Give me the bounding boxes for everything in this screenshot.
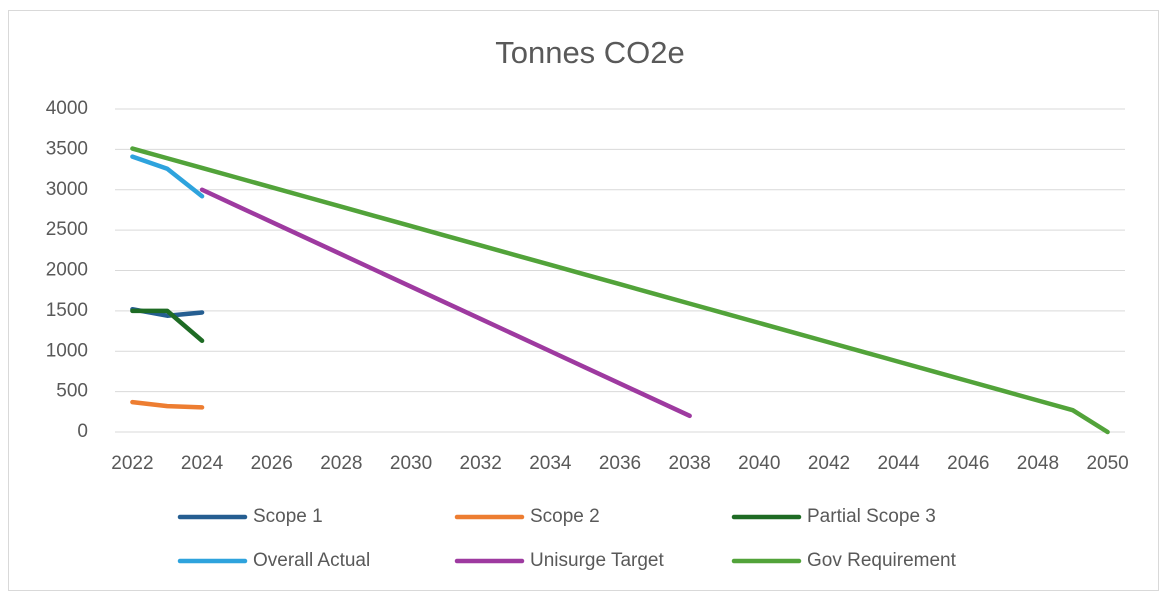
legend-label: Overall Actual (253, 550, 370, 571)
series-line (130, 154, 205, 199)
legend-label: Partial Scope 3 (807, 506, 936, 527)
x-tick-label: 2022 (111, 453, 153, 474)
y-tick-label: 2000 (46, 260, 88, 281)
y-tick-label: 3500 (46, 138, 88, 159)
series-line (130, 399, 205, 410)
x-tick-label: 2026 (251, 453, 293, 474)
series-line (199, 187, 692, 419)
legend-label: Unisurge Target (530, 550, 665, 571)
y-tick-label: 1000 (46, 340, 88, 361)
x-tick-label: 2042 (808, 453, 850, 474)
y-tick-label: 4000 (46, 98, 88, 119)
x-tick-label: 2036 (599, 453, 641, 474)
chart-frame (8, 10, 1159, 591)
x-tick-label: 2050 (1086, 453, 1128, 474)
x-tick-label: 2038 (669, 453, 711, 474)
series-line (130, 146, 1110, 435)
legend-label: Scope 2 (530, 506, 600, 527)
x-tick-label: 2046 (947, 453, 989, 474)
x-tick-label: 2032 (460, 453, 502, 474)
x-tick-label: 2044 (877, 453, 920, 474)
legend-label: Scope 1 (253, 506, 323, 527)
legend-label: Gov Requirement (807, 550, 957, 571)
x-tick-label: 2024 (181, 453, 224, 474)
y-tick-label: 0 (77, 421, 88, 442)
y-tick-label: 2500 (46, 219, 88, 240)
x-tick-label: 2048 (1017, 453, 1059, 474)
chart-title: Tonnes CO2e (495, 35, 685, 70)
series-line (130, 308, 205, 344)
x-tick-label: 2034 (529, 453, 572, 474)
x-tick-label: 2040 (738, 453, 780, 474)
y-tick-label: 3000 (46, 179, 88, 200)
x-tick-label: 2030 (390, 453, 432, 474)
x-tick-label: 2028 (320, 453, 362, 474)
y-tick-label: 500 (56, 381, 88, 402)
y-tick-label: 1500 (46, 300, 88, 321)
